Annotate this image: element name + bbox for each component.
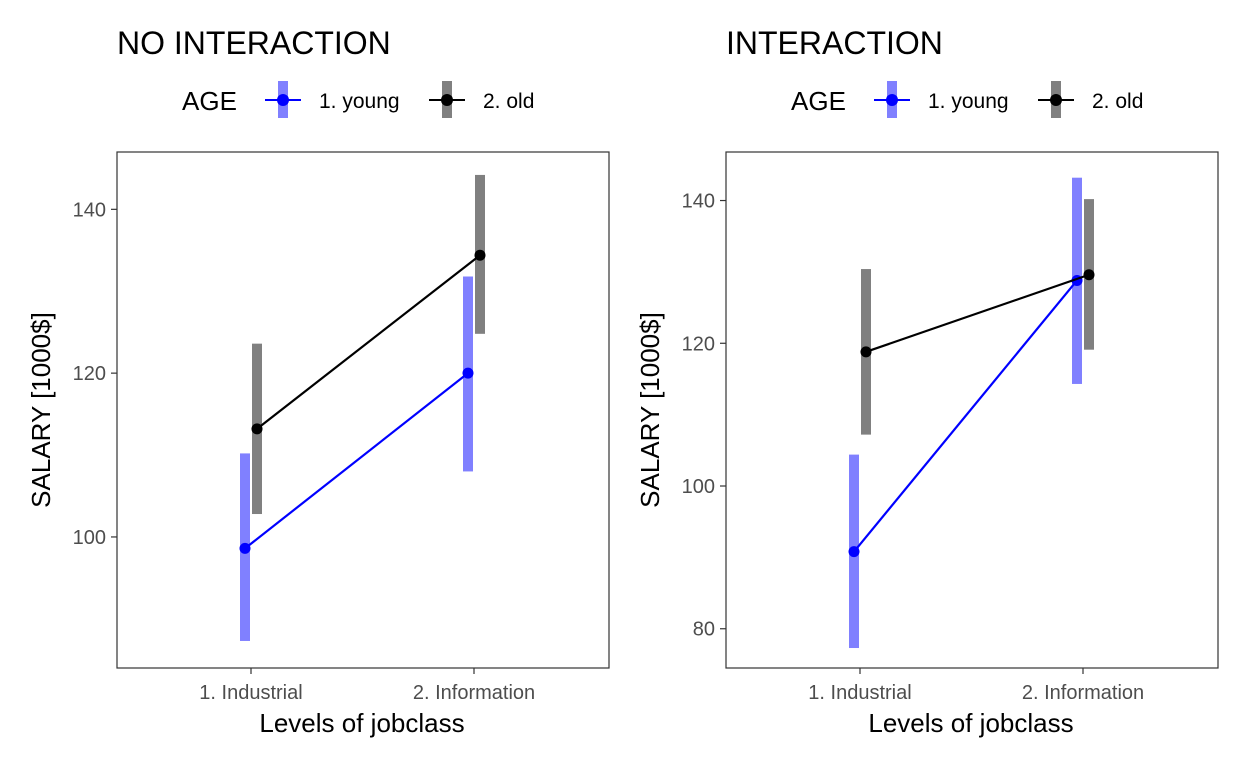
plot-area: 80 100 120 140 1. Industrial 2. Information	[682, 151, 1219, 704]
legend-old-point	[441, 94, 453, 106]
x-tick-label: 2. Information	[1022, 682, 1144, 704]
x-axis-title: Levels of jobclass	[868, 708, 1073, 738]
y-tick-label: 120	[73, 363, 106, 385]
panel-no-interaction: NO INTERACTION AGE 1. young 2. old SALAR…	[26, 25, 610, 738]
legend-key-old	[1038, 81, 1074, 118]
panel-title: NO INTERACTION	[117, 25, 391, 61]
data-point-young	[848, 546, 860, 558]
x-tick-label: 1. Industrial	[199, 682, 302, 704]
legend-label-old: 2. old	[483, 90, 534, 113]
y-tick-label: 140	[682, 191, 715, 213]
legend-key-old	[429, 81, 465, 118]
data-point-old	[474, 249, 486, 261]
x-axis-title: Levels of jobclass	[259, 708, 464, 738]
series-line-young	[244, 372, 469, 550]
y-tick-label: 120	[682, 333, 715, 355]
data-point-young	[239, 542, 251, 554]
y-tick-label: 140	[73, 199, 106, 221]
legend-label-young: 1. young	[319, 90, 400, 113]
legend-label-old: 2. old	[1092, 90, 1143, 113]
data-point-old	[860, 346, 872, 358]
data-point-old	[251, 423, 263, 435]
y-tick-label: 100	[682, 476, 715, 498]
panel-title: INTERACTION	[726, 25, 943, 61]
y-tick-label: 80	[693, 619, 715, 641]
panel-border	[725, 151, 1219, 669]
y-axis-title: SALARY [1000$]	[26, 312, 56, 508]
legend-key-young	[265, 81, 301, 118]
data-point-old	[1083, 269, 1095, 281]
legend-title: AGE	[182, 86, 237, 116]
legend: AGE 1. young 2. old	[791, 81, 1143, 118]
series-line-old	[256, 254, 481, 430]
data-point-young	[462, 367, 474, 379]
x-tick-label: 1. Industrial	[808, 682, 911, 704]
legend: AGE 1. young 2. old	[182, 81, 534, 118]
y-axis-title: SALARY [1000$]	[635, 312, 665, 508]
series-line-young	[853, 279, 1078, 553]
panel-interaction: INTERACTION AGE 1. young 2. old SALARY […	[635, 25, 1219, 738]
x-tick-label: 2. Information	[413, 682, 535, 704]
legend-title: AGE	[791, 86, 846, 116]
legend-young-point	[277, 94, 289, 106]
legend-young-point	[886, 94, 898, 106]
y-tick-label: 100	[73, 527, 106, 549]
series-line-old	[865, 273, 1090, 353]
legend-label-young: 1. young	[928, 90, 1009, 113]
legend-key-young	[874, 81, 910, 118]
panel-border	[116, 151, 610, 669]
plot-area: 100 120 140 1. Industrial 2. Information	[73, 151, 610, 704]
legend-old-point	[1050, 94, 1062, 106]
